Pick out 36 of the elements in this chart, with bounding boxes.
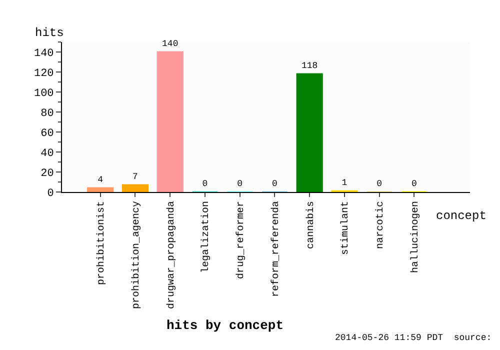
bar [87,187,114,192]
data-label: 0 [202,179,208,189]
data-label: 4 [98,175,104,185]
y-tick-label: 120 [34,68,54,80]
y-tick-label: 20 [40,168,54,180]
bar [296,73,323,192]
y-axis-title: hits [35,26,64,40]
data-label: 0 [376,179,382,189]
x-tick-label: legalization [200,201,212,274]
data-label: 7 [132,172,138,182]
x-tick-label: stimulant [340,201,352,256]
y-tick-label: 80 [40,108,54,120]
text: 2014-05-26 11:59 PDT source: [335,333,492,343]
y-tick-label: 140 [34,48,54,60]
data-label: 0 [237,179,243,189]
x-tick-label: cannabis [304,201,317,250]
y-tick-label: 60 [40,128,54,140]
x-tick-label: narcotic [374,201,387,250]
data-label: 0 [272,179,278,189]
x-tick-label: drugwar_propaganda [165,201,178,310]
data-label: 1 [342,178,348,188]
x-tick-label: prohibitionist [96,201,108,286]
x-axis-title: concept [436,209,486,223]
x-tick-label: reform_referenda [270,201,282,298]
y-tick-label: 40 [40,148,54,160]
x-tick-label: prohibition_agency [130,201,142,310]
data-label: 0 [412,179,417,189]
x-tick-label: hallucinogen [409,201,422,274]
y-tick-label: 100 [34,88,54,100]
text: hits by concept [166,318,284,333]
y-tick-label: 0 [47,188,54,200]
data-label: 118 [301,61,318,71]
bar [156,51,184,192]
x-tick-label: drug_reformer [235,201,248,280]
data-label: 140 [162,39,178,49]
bar [122,184,149,192]
